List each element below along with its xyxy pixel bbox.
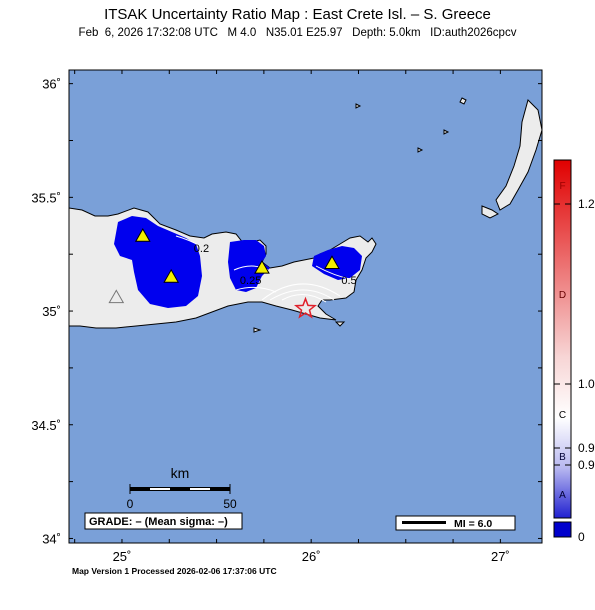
station-triangle: [324, 255, 340, 270]
station-triangle: [163, 268, 180, 283]
islet: [443, 129, 450, 135]
scale-bar-tick-0: 0: [127, 497, 134, 511]
islet: [334, 321, 346, 327]
station-triangle-open: [108, 289, 125, 304]
scale-bar-tick-1: 50: [223, 497, 237, 511]
lat-tick-label: 36˚: [42, 77, 61, 92]
colorbar-grade-b: B: [559, 452, 566, 463]
contour-line: [175, 235, 201, 247]
lat-tick-label: 34˚: [42, 531, 61, 546]
lat-tick-label: 35.5˚: [31, 190, 61, 205]
low-ratio-patch-east: [312, 246, 362, 280]
scale-bar: km 0 50: [127, 465, 237, 511]
colorbar-value-0-9b: 0.9: [578, 458, 595, 472]
station-triangle: [254, 259, 270, 274]
lat-tick-label: 35˚: [42, 304, 61, 319]
epicenter-layer: [293, 296, 318, 319]
grade-box: GRADE: – (Mean sigma: –): [84, 512, 243, 530]
colorbar-grade-a: A: [559, 490, 566, 501]
colorbar-low-swatch: [553, 521, 572, 538]
islet: [253, 327, 262, 333]
axis-labels: 36˚ 35.5˚ 35˚ 34.5˚ 34˚ 25˚ 26˚ 27˚: [31, 77, 509, 564]
contour-line: [315, 265, 355, 281]
grade-text: GRADE: – (Mean sigma: –): [89, 516, 228, 528]
map-title: ITSAK Uncertainty Ratio Map : East Crete…: [104, 6, 491, 23]
colorbar-grade-c: C: [559, 410, 566, 421]
islet: [355, 103, 362, 109]
colorbar: [553, 159, 572, 519]
contour-line: [281, 294, 327, 303]
mi-box: MI = 6.0: [395, 515, 516, 531]
colorbar-value-0-9a: 0.9: [578, 441, 595, 455]
contour-line: [261, 283, 341, 301]
lon-tick-label: 26˚: [302, 549, 321, 564]
islet: [459, 97, 467, 105]
karpathos-island: [481, 205, 499, 219]
contour-line: [235, 286, 277, 293]
event-info: Feb 6, 2026 17:32:08 UTC M 4.0 N35.01 E2…: [78, 27, 517, 39]
scale-bar-title: km: [171, 465, 190, 481]
contour-line: [269, 289, 335, 301]
frame-ticks: [69, 70, 542, 543]
mi-text: MI = 6.0: [454, 518, 492, 530]
colorbar-grade-d: D: [559, 290, 566, 301]
contour-label: 0.2: [194, 243, 209, 255]
lat-tick-label: 34.5˚: [31, 418, 61, 433]
processing-footer: Map Version 1 Processed 2026-02-06 17:37…: [72, 566, 277, 576]
colorbar-grade-f: F: [559, 181, 565, 192]
station-triangle: [134, 227, 151, 242]
contour-label: 0.5: [341, 275, 356, 287]
colorbar-value-1-2: 1.2: [578, 197, 595, 211]
contour-label: 0.25: [240, 275, 261, 287]
colorbar-value-1-0: 1.0: [578, 377, 595, 391]
lon-tick-label: 25˚: [113, 549, 132, 564]
colorbar-value-0: 0: [578, 530, 585, 544]
islet: [417, 147, 424, 153]
stations: [108, 227, 340, 304]
epicenter-star: [293, 296, 318, 319]
lon-tick-label: 27˚: [491, 549, 510, 564]
low-ratio-patch-west: [114, 216, 202, 308]
east-island: [495, 99, 542, 211]
contour-labels: 0.2 0.25 0.5: [194, 243, 357, 287]
map-frame: [68, 69, 543, 544]
